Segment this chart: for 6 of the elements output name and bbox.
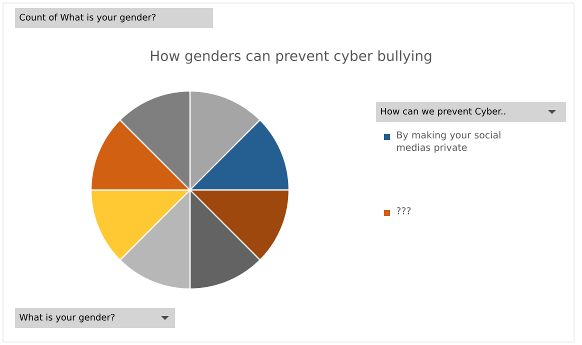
text: Count of What is your gender?	[20, 14, 156, 22]
text: What is your gender?	[20, 314, 115, 322]
legend-label: By making your social medias private	[397, 131, 500, 153]
chart-title: How genders can prevent cyber bullying	[151, 50, 432, 64]
legend-title: How can we prevent Cyber..	[381, 108, 506, 116]
legend-label: ???	[396, 207, 411, 214]
